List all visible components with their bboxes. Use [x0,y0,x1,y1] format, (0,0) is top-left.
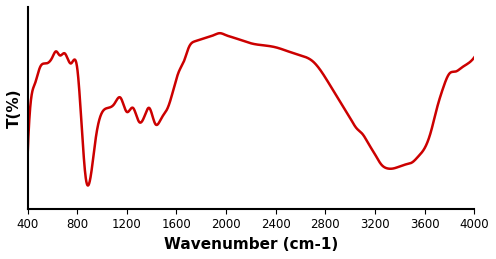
X-axis label: Wavenumber (cm-1): Wavenumber (cm-1) [164,237,338,252]
Y-axis label: T(%): T(%) [7,88,22,128]
